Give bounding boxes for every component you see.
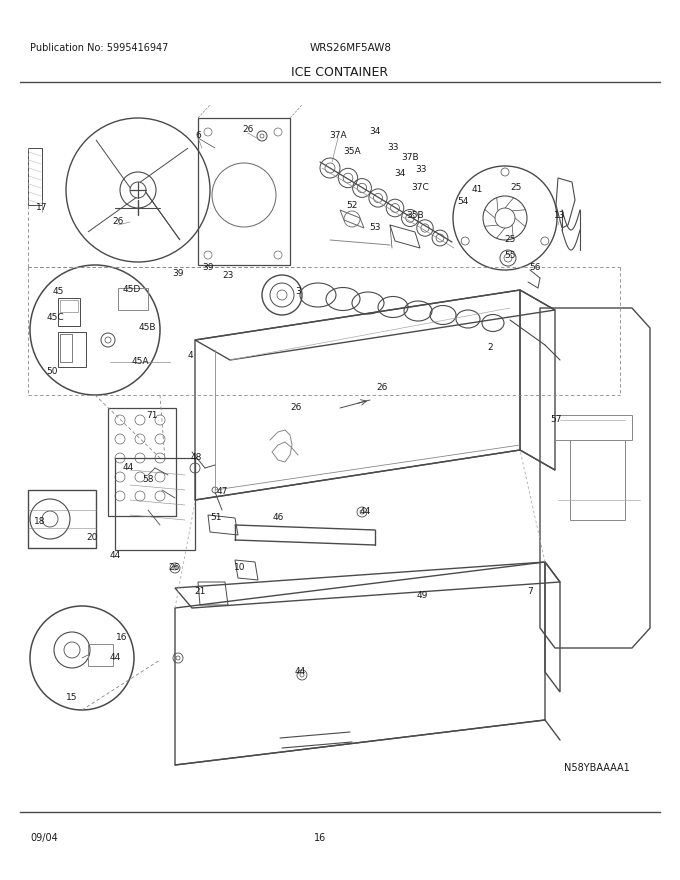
Text: 26: 26 <box>112 217 124 226</box>
Bar <box>570 440 625 520</box>
Text: 35B: 35B <box>406 210 424 219</box>
Text: 15: 15 <box>66 693 78 702</box>
Text: 41: 41 <box>471 186 483 194</box>
Text: 09/04: 09/04 <box>30 833 58 843</box>
Bar <box>118 288 148 310</box>
Text: 34: 34 <box>394 168 406 178</box>
Text: 49: 49 <box>416 590 428 599</box>
Text: 56: 56 <box>529 263 541 273</box>
Text: 51: 51 <box>210 514 222 523</box>
Text: 44: 44 <box>122 464 134 473</box>
Text: 58: 58 <box>142 475 154 485</box>
Text: 39: 39 <box>202 263 214 273</box>
Text: 3: 3 <box>295 288 301 297</box>
Text: 16: 16 <box>116 634 128 642</box>
Text: 26: 26 <box>290 404 302 413</box>
Text: 26: 26 <box>242 126 254 135</box>
Text: 25: 25 <box>510 184 522 193</box>
Text: 46: 46 <box>272 514 284 523</box>
Bar <box>115 458 195 550</box>
Text: 71: 71 <box>146 410 158 420</box>
Text: 45D: 45D <box>123 285 141 295</box>
Text: 13: 13 <box>554 210 566 219</box>
Text: 57: 57 <box>550 415 562 424</box>
Text: ICE CONTAINER: ICE CONTAINER <box>292 65 388 78</box>
Text: 37A: 37A <box>329 130 347 140</box>
Bar <box>108 408 176 516</box>
Text: 10: 10 <box>234 563 245 573</box>
Bar <box>60 300 78 312</box>
Text: 39: 39 <box>172 269 184 278</box>
Text: 17: 17 <box>36 203 48 212</box>
Text: Publication No: 5995416947: Publication No: 5995416947 <box>30 43 169 53</box>
Text: 37B: 37B <box>401 153 419 163</box>
Text: 16: 16 <box>314 833 326 843</box>
Text: WRS26MF5AW8: WRS26MF5AW8 <box>310 43 392 53</box>
Text: 48: 48 <box>190 453 202 463</box>
Text: 33: 33 <box>415 165 427 174</box>
Text: 44: 44 <box>109 654 120 663</box>
Bar <box>60 334 72 362</box>
Bar <box>58 298 80 326</box>
Text: 44: 44 <box>294 668 305 677</box>
Text: 34: 34 <box>369 128 381 136</box>
Text: 4: 4 <box>187 350 193 360</box>
Text: 23: 23 <box>222 270 234 280</box>
Text: 45B: 45B <box>138 324 156 333</box>
Text: 35A: 35A <box>343 148 361 157</box>
Text: 45: 45 <box>52 288 64 297</box>
Text: 45A: 45A <box>131 357 149 366</box>
Text: 21: 21 <box>194 588 205 597</box>
Text: 20: 20 <box>86 533 98 542</box>
Text: 55: 55 <box>505 251 515 260</box>
Text: 7: 7 <box>527 588 533 597</box>
Text: 33: 33 <box>387 143 398 152</box>
Text: 45C: 45C <box>46 313 64 322</box>
Bar <box>58 332 86 367</box>
Text: 54: 54 <box>458 197 469 207</box>
Text: 6: 6 <box>195 130 201 140</box>
Text: 44: 44 <box>109 551 120 560</box>
Text: N58YBAAAA1: N58YBAAAA1 <box>564 763 630 773</box>
Bar <box>28 490 96 548</box>
Bar <box>88 644 113 666</box>
Text: 2: 2 <box>487 343 493 353</box>
Text: 50: 50 <box>46 368 58 377</box>
Text: 44: 44 <box>359 508 371 517</box>
Text: 18: 18 <box>34 517 46 526</box>
Text: 37C: 37C <box>411 184 429 193</box>
Text: 26: 26 <box>376 384 388 392</box>
Text: 52: 52 <box>346 201 358 209</box>
Text: 47: 47 <box>216 488 228 496</box>
Text: 25: 25 <box>505 236 515 245</box>
Text: 53: 53 <box>369 224 381 232</box>
Text: 26: 26 <box>169 563 180 573</box>
